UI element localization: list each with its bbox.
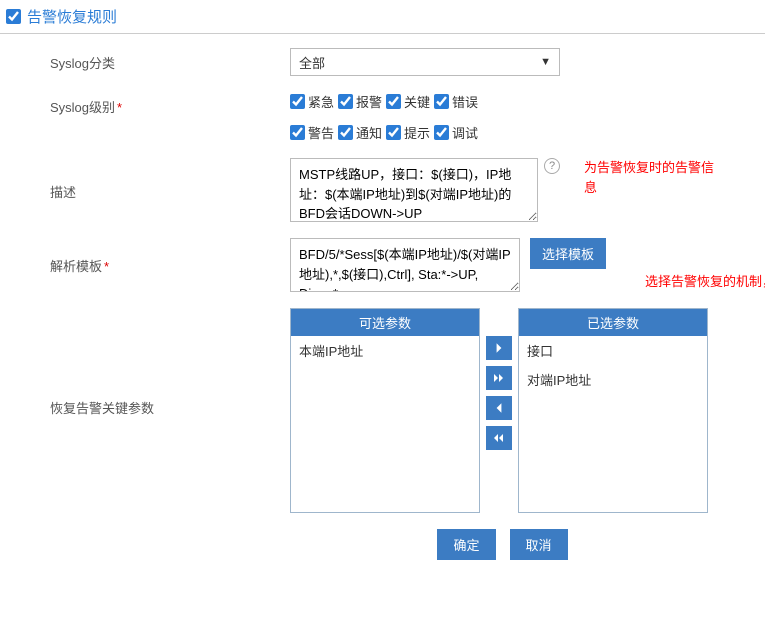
template-label: 解析模板*	[50, 238, 290, 275]
level-checkbox-label: 警告	[308, 123, 334, 142]
level-checkbox-input[interactable]	[386, 125, 401, 140]
move-right-button[interactable]	[486, 336, 512, 360]
level-checkbox-紧急[interactable]: 紧急	[290, 92, 334, 111]
level-checkbox-提示[interactable]: 提示	[386, 123, 430, 142]
select-template-button[interactable]: 选择模板	[530, 238, 606, 269]
level-checkbox-input[interactable]	[386, 94, 401, 109]
level-checkbox-input[interactable]	[338, 125, 353, 140]
level-checkbox-关键[interactable]: 关键	[386, 92, 430, 111]
section-title: 告警恢复规则	[27, 6, 117, 27]
syslog-category-label: Syslog分类	[50, 48, 290, 72]
level-checkbox-input[interactable]	[434, 94, 449, 109]
level-checkbox-input[interactable]	[434, 125, 449, 140]
transfer-label: 恢复告警关键参数	[50, 308, 290, 417]
level-checkbox-错误[interactable]: 错误	[434, 92, 478, 111]
section-toggle-checkbox[interactable]	[6, 9, 21, 24]
level-checkbox-label: 关键	[404, 92, 430, 111]
ok-button[interactable]: 确定	[437, 529, 495, 560]
template-annotation: 选择告警恢复的机制，是BFD会话从down变成up	[645, 271, 765, 290]
level-checkbox-label: 通知	[356, 123, 382, 142]
move-all-right-button[interactable]	[486, 366, 512, 390]
template-textarea[interactable]	[290, 238, 520, 292]
selected-header: 已选参数	[519, 309, 707, 336]
level-checkbox-警告[interactable]: 警告	[290, 123, 334, 142]
selected-panel: 已选参数 接口对端IP地址	[518, 308, 708, 513]
syslog-level-label: Syslog级别*	[50, 92, 290, 116]
level-checkbox-input[interactable]	[338, 94, 353, 109]
description-label: 描述	[50, 158, 290, 201]
list-item[interactable]: 本端IP地址	[291, 336, 479, 365]
move-all-left-button[interactable]	[486, 426, 512, 450]
help-icon[interactable]: ?	[544, 158, 560, 174]
available-header: 可选参数	[291, 309, 479, 336]
level-checkbox-调试[interactable]: 调试	[434, 123, 478, 142]
syslog-category-select[interactable]: 全部	[290, 48, 560, 76]
level-checkbox-label: 报警	[356, 92, 382, 111]
level-checkbox-label: 提示	[404, 123, 430, 142]
level-checkbox-报警[interactable]: 报警	[338, 92, 382, 111]
list-item[interactable]: 接口	[519, 336, 707, 365]
description-textarea[interactable]	[290, 158, 538, 222]
level-checkbox-通知[interactable]: 通知	[338, 123, 382, 142]
level-checkbox-label: 紧急	[308, 92, 334, 111]
level-checkbox-label: 错误	[452, 92, 478, 111]
available-panel: 可选参数 本端IP地址	[290, 308, 480, 513]
level-checkbox-input[interactable]	[290, 94, 305, 109]
list-item[interactable]: 对端IP地址	[519, 365, 707, 394]
level-checkbox-input[interactable]	[290, 125, 305, 140]
move-left-button[interactable]	[486, 396, 512, 420]
cancel-button[interactable]: 取消	[510, 529, 568, 560]
description-annotation: 为告警恢复时的告警信息	[584, 158, 724, 197]
level-checkbox-label: 调试	[452, 123, 478, 142]
